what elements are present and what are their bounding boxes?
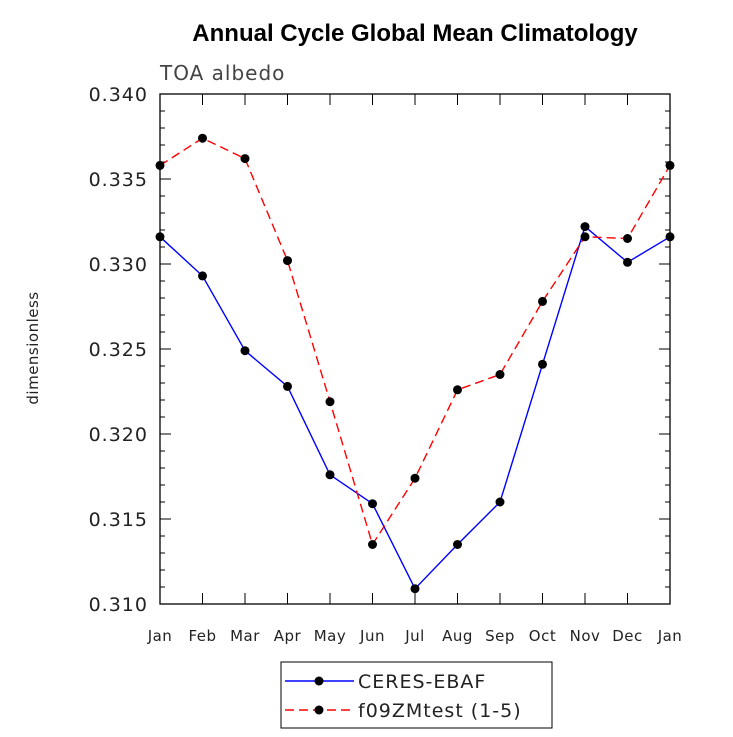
series-line [159, 137, 671, 547]
x-tick-label: Feb [188, 627, 216, 645]
x-tick-label: Mar [230, 627, 260, 645]
y-tick-label: 0.320 [89, 424, 148, 446]
legend-box [280, 661, 553, 729]
x-tick-label: Oct [529, 627, 556, 645]
x-tick-label: May [314, 627, 347, 645]
data-point [410, 473, 420, 483]
data-point [155, 160, 165, 170]
data-point [240, 346, 250, 356]
data-point [325, 470, 335, 480]
data-point [580, 222, 590, 232]
legend-label: f09ZMtest (1-5) [358, 700, 522, 722]
y-tick-label: 0.325 [89, 339, 148, 361]
tick-labels: 0.310 0.315 0.320 0.325 0.330 0.335 0.340 Jan Fe… [89, 84, 683, 645]
data-point [453, 385, 462, 395]
data-point [198, 271, 207, 281]
x-tick-label: Jul [404, 627, 425, 645]
data-point [623, 257, 632, 267]
x-tick-label: Jan [147, 627, 173, 645]
legend: CERES-EBAF f09ZMtest (1-5) [280, 661, 553, 729]
x-tick-label: Sep [485, 627, 515, 645]
y-tick-label: 0.330 [89, 254, 148, 276]
y-tick-label: 0.340 [89, 84, 148, 106]
y-tick-label: 0.335 [89, 169, 148, 191]
data-point [538, 359, 547, 369]
x-tick-label: Nov [570, 627, 601, 645]
data-point [410, 584, 420, 594]
data-point [283, 381, 292, 391]
data-point [538, 296, 547, 306]
data-point [453, 540, 462, 549]
x-tick-label: Apr [274, 627, 302, 645]
chart-title: Annual Cycle Global Mean Climatology [192, 20, 638, 47]
data-point [155, 232, 165, 242]
data-point [368, 499, 377, 509]
plot-frame [159, 93, 671, 605]
data-point [283, 256, 292, 266]
data-point [325, 397, 335, 407]
legend-marker [314, 676, 324, 686]
axis-ticks [159, 93, 671, 605]
y-tick-label: 0.310 [89, 594, 148, 616]
data-point [623, 234, 632, 243]
series-line [159, 225, 671, 590]
x-tick-label: Aug [442, 627, 473, 645]
data-point [240, 154, 250, 164]
x-tick-label: Dec [612, 627, 643, 645]
x-tick-label: Jun [359, 627, 385, 645]
data-point [495, 370, 505, 379]
legend-label: CERES-EBAF [358, 671, 486, 693]
data-point [198, 133, 207, 143]
y-tick-label: 0.315 [89, 509, 148, 531]
data-point [368, 540, 377, 549]
data-point [495, 497, 505, 507]
data-point [580, 232, 590, 242]
x-tick-label: Jan [657, 627, 683, 645]
data-point [665, 160, 675, 170]
data-point [665, 232, 675, 242]
chart-subtitle: TOA albedo [159, 61, 285, 85]
series-layer [155, 133, 675, 594]
legend-marker [314, 705, 324, 715]
y-axis-label: dimensionless [24, 291, 42, 404]
